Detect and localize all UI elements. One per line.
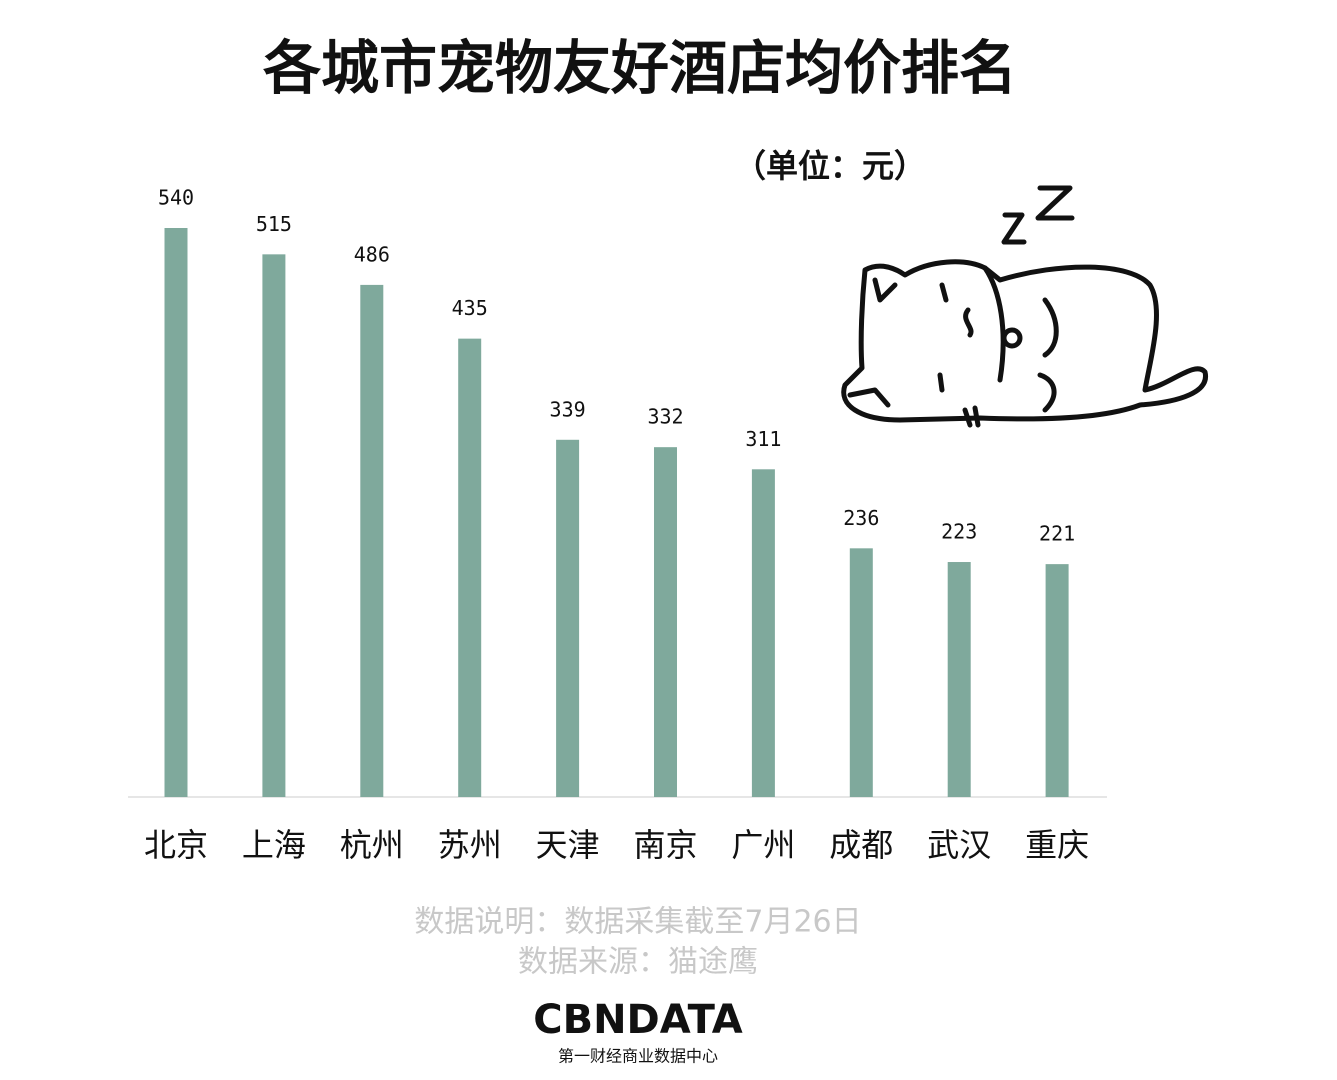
note: 数据说明：数据采集截至7月26日: [414, 905, 861, 940]
bar: [360, 284, 384, 797]
data-label: 515: [256, 212, 292, 236]
cat-illustration: [841, 185, 1208, 428]
bar: [164, 228, 188, 797]
bar: [654, 447, 677, 797]
x-tick-label: 武汉: [927, 826, 991, 864]
bar: [1045, 564, 1069, 797]
x-tick-label: 成都: [829, 826, 893, 864]
data-label: 339: [550, 397, 586, 421]
bar: [458, 338, 482, 797]
bar: [262, 254, 286, 797]
bar: [947, 562, 971, 797]
data-label: 486: [354, 242, 390, 266]
bar: [556, 439, 580, 797]
data-label: 221: [1039, 522, 1075, 546]
logo-subtitle: 第一财经商业数据中心: [558, 1047, 718, 1066]
x-tick-label: 苏州: [438, 826, 502, 864]
bar: [849, 548, 873, 797]
x-tick-label: 南京: [633, 826, 697, 864]
data-label: 236: [843, 506, 879, 530]
data-label: 223: [941, 520, 977, 544]
x-tick-label: 杭州: [340, 826, 404, 864]
logo: CBNDATA: [533, 997, 743, 1043]
x-tick-label: 天津: [536, 826, 600, 864]
data-label: 540: [158, 186, 194, 210]
x-tick-label: 重庆: [1025, 826, 1089, 864]
data-label: 332: [647, 405, 683, 429]
unit-label: （单位：元）: [734, 147, 926, 185]
data-label: 311: [745, 427, 781, 451]
bar: [751, 469, 775, 797]
data-label: 435: [452, 296, 488, 320]
x-tick-label: 北京: [144, 826, 208, 864]
x-tick-label: 上海: [242, 826, 306, 864]
note: 数据来源：猫途鹰: [518, 945, 758, 980]
x-tick-label: 广州: [731, 826, 795, 864]
chart-title: 各城市宠物友好酒店均价排名: [263, 34, 1017, 102]
